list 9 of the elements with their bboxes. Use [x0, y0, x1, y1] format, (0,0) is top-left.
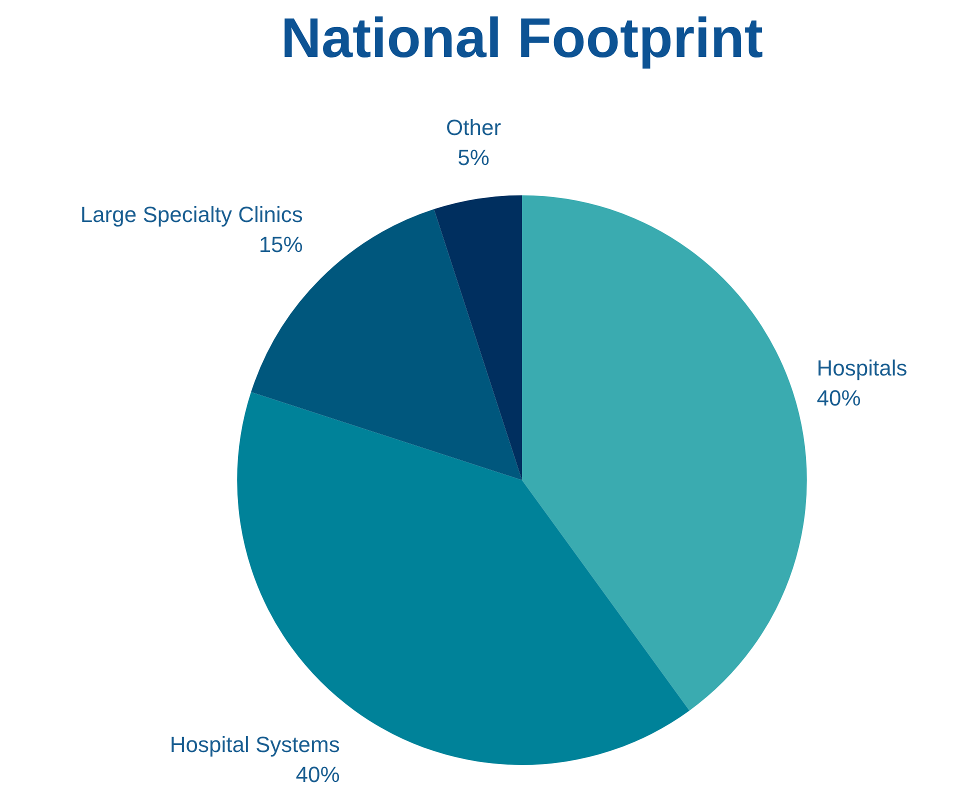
data-label: 15%	[258, 232, 303, 258]
slice-label: Other	[446, 115, 502, 140]
slice-label: Large Specialty Clinics	[80, 202, 303, 228]
slice-label: Hospital Systems	[170, 732, 340, 757]
data-label: 5%	[458, 145, 490, 170]
data-label: 40%	[296, 762, 340, 787]
slice-label: Hospitals	[816, 355, 908, 380]
chart-title: National Footprint	[280, 6, 764, 70]
data-label: 40%	[816, 385, 861, 410]
